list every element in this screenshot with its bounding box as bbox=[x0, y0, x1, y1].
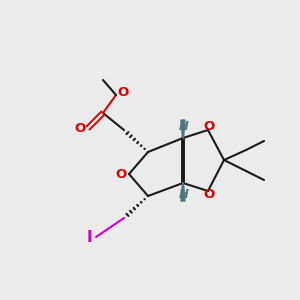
Polygon shape bbox=[181, 120, 185, 138]
Text: O: O bbox=[74, 122, 86, 134]
Text: I: I bbox=[86, 230, 92, 244]
Text: O: O bbox=[117, 86, 129, 100]
Text: H: H bbox=[179, 188, 189, 200]
Polygon shape bbox=[181, 183, 185, 201]
Text: O: O bbox=[203, 188, 214, 200]
Text: H: H bbox=[179, 121, 189, 134]
Text: O: O bbox=[116, 167, 127, 181]
Text: O: O bbox=[203, 121, 214, 134]
